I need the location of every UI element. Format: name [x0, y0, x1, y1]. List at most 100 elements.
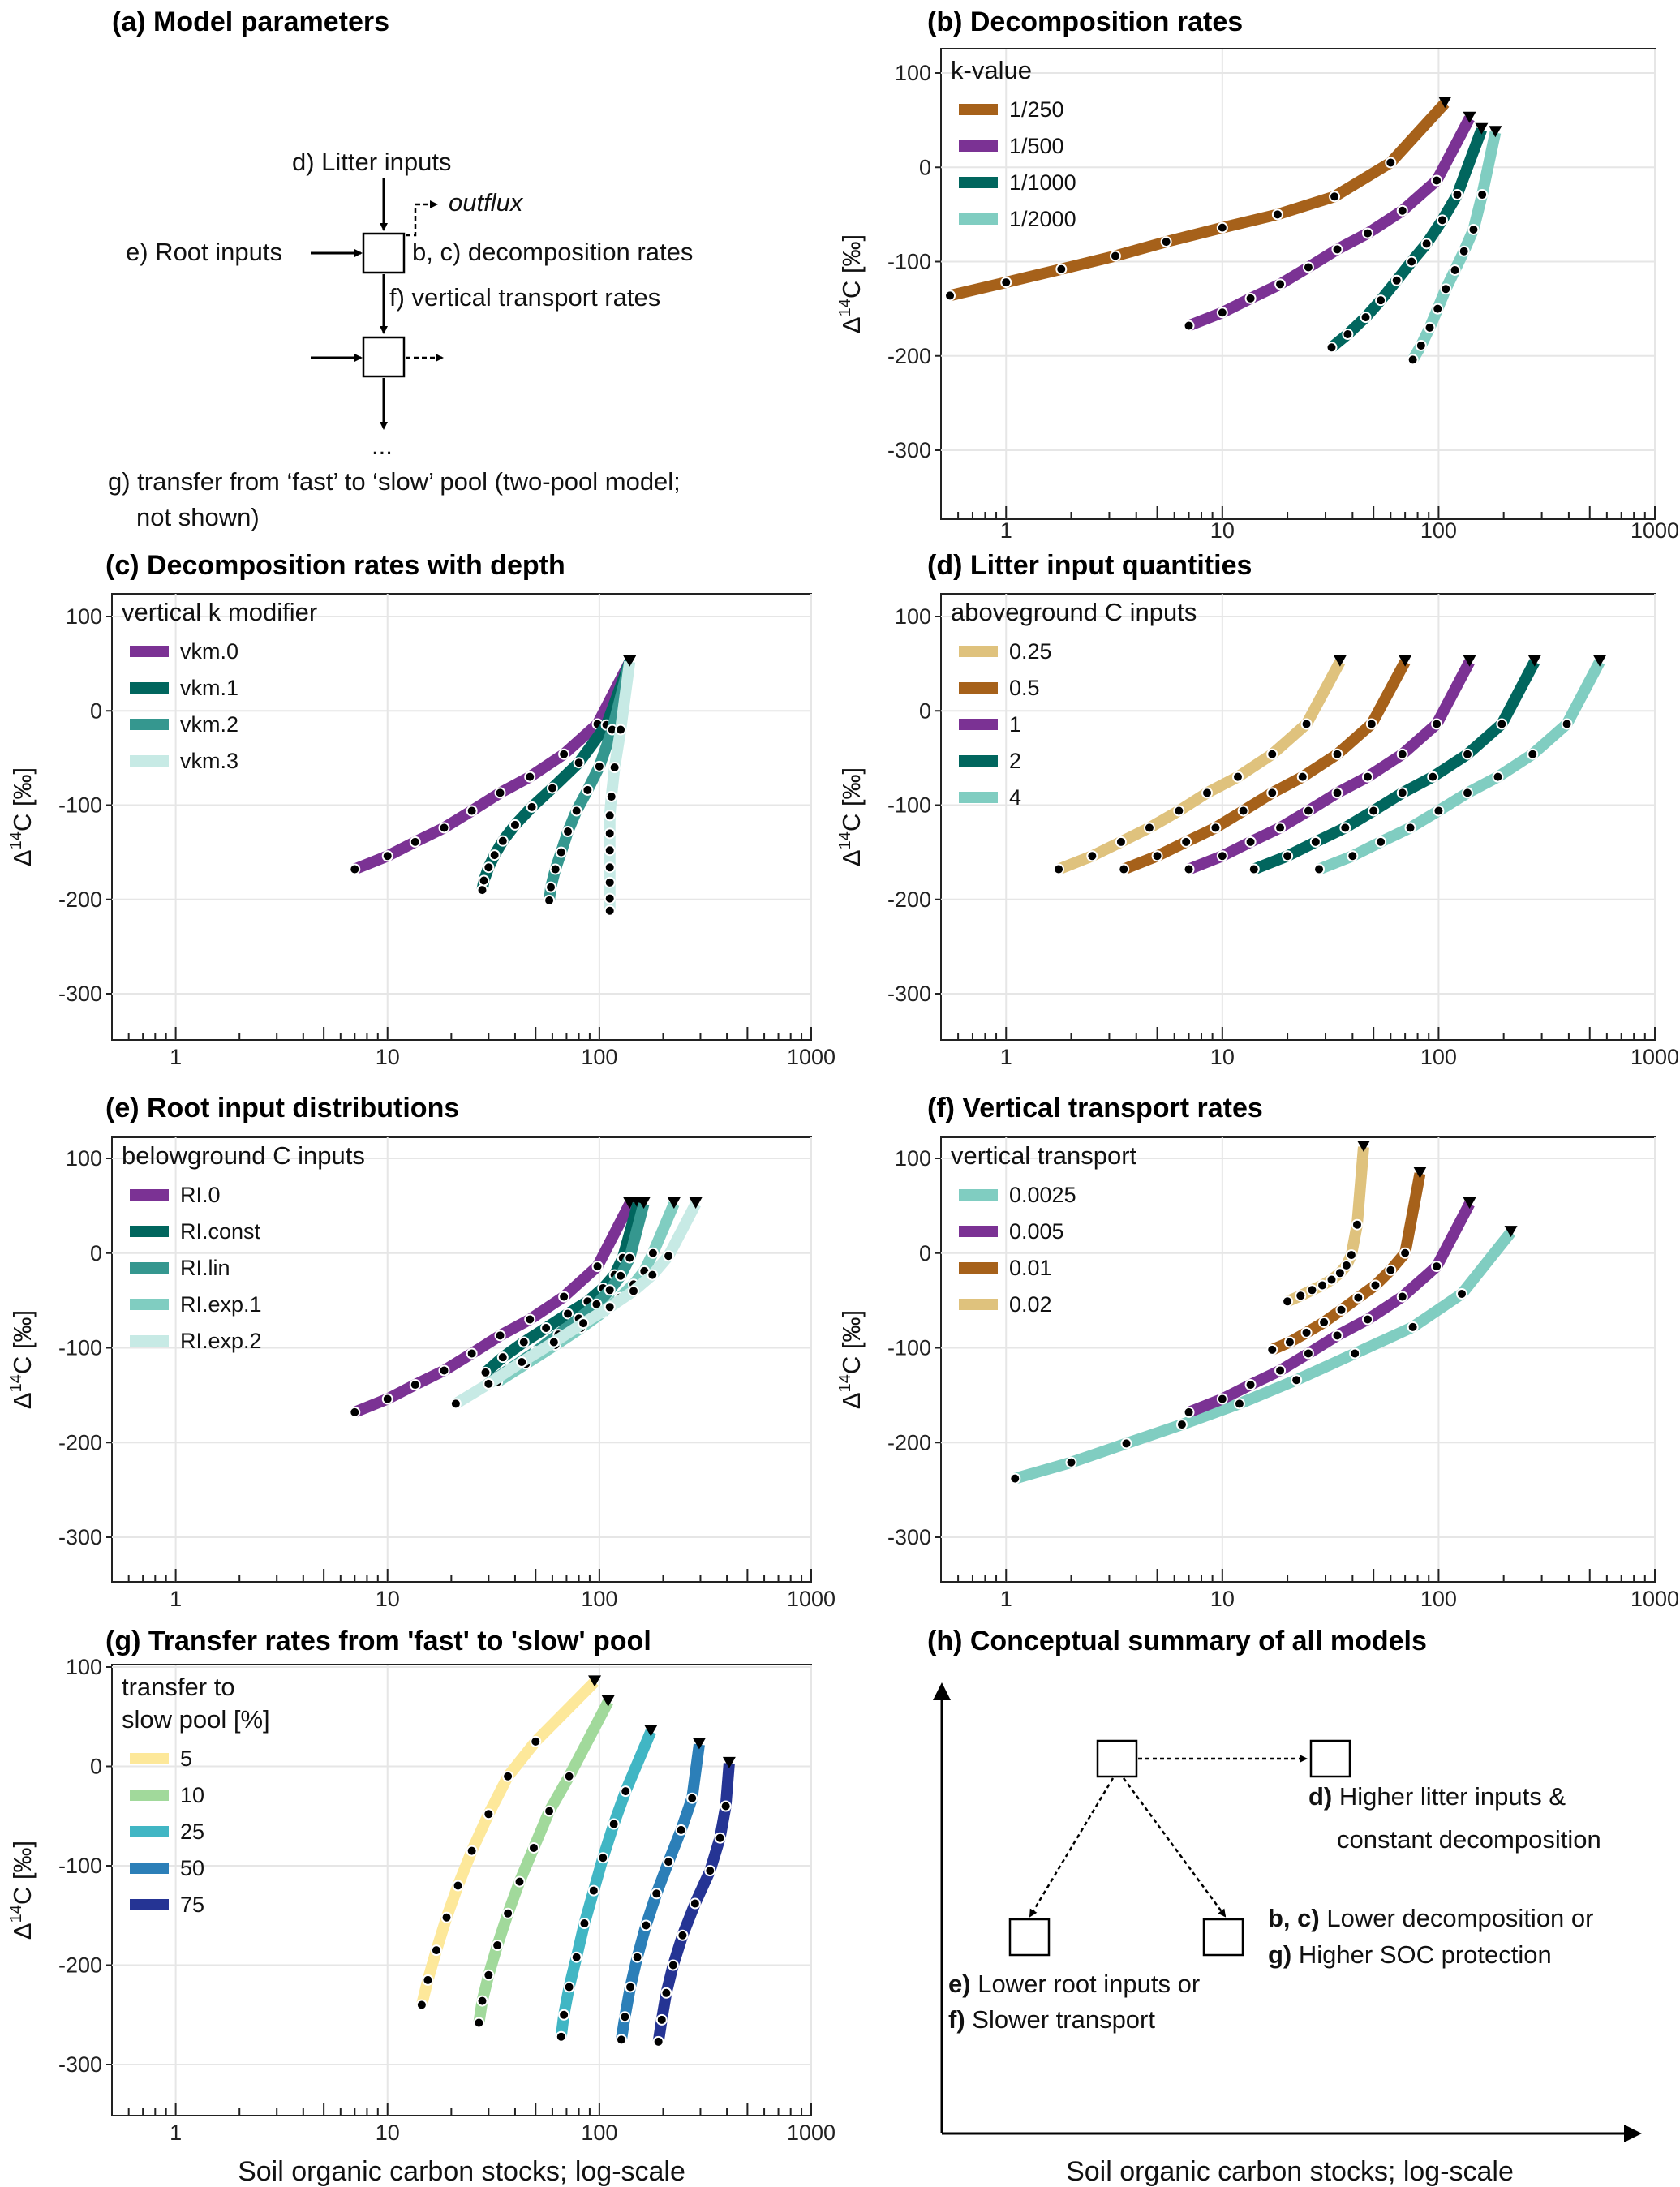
legend-item: 0.005 — [1009, 1219, 1064, 1244]
surface-point-marker — [588, 1675, 602, 1687]
y-tick-label: -300 — [887, 438, 931, 462]
series-line-1/1000 — [1328, 127, 1487, 352]
data-point — [714, 1832, 726, 1844]
summary-g: g) Higher SOC protection — [1268, 1940, 1552, 1969]
x-tick-label: 100 — [1420, 1045, 1457, 1069]
data-point — [516, 1356, 528, 1368]
data-point — [1210, 822, 1222, 834]
data-point — [1396, 748, 1408, 760]
data-point — [422, 1974, 434, 1986]
x-tick-label: 1 — [1000, 1587, 1012, 1611]
data-point — [1302, 805, 1314, 817]
data-point — [1115, 836, 1127, 848]
y-tick-label: -300 — [58, 1525, 102, 1549]
data-point — [1407, 1321, 1419, 1333]
data-point — [1362, 227, 1374, 239]
outflux-label: outflux — [449, 188, 524, 217]
data-point — [1385, 157, 1397, 169]
data-point — [526, 801, 538, 813]
x-tick-label: 10 — [376, 1587, 400, 1611]
data-point — [1300, 718, 1313, 730]
data-point — [558, 1291, 570, 1303]
panel-d-title: (d) Litter input quantities — [927, 550, 1252, 581]
data-point — [1216, 221, 1228, 234]
data-point — [615, 2034, 627, 2046]
panel-h-title: (h) Conceptual summary of all models — [927, 1626, 1427, 1656]
data-point — [1406, 256, 1418, 268]
summary-f: f) Slower transport — [948, 2005, 1155, 2034]
data-point — [944, 290, 956, 302]
data-point — [1274, 1364, 1287, 1377]
data-point — [438, 1364, 450, 1377]
panel-e-title: (e) Root input distributions — [105, 1093, 459, 1124]
x-tick-label: 100 — [581, 1587, 617, 1611]
surface-point-marker — [722, 1756, 736, 1768]
data-point — [509, 819, 521, 831]
surface-point-marker — [692, 1738, 706, 1750]
data-point — [1302, 1347, 1314, 1360]
data-point — [409, 836, 421, 848]
data-point — [1331, 748, 1343, 760]
data-point — [1362, 1313, 1374, 1326]
series-line-vkm.2 — [544, 660, 635, 901]
data-point — [593, 760, 605, 772]
legend-title: belowground C inputs — [122, 1141, 365, 1170]
legend-swatch — [130, 1189, 169, 1201]
surface-point-marker — [1593, 655, 1607, 667]
data-point — [720, 1800, 732, 1812]
legend-swatch — [959, 792, 998, 803]
panel-g-chart: (g) Transfer rates from 'fast' to 'slow'… — [7, 1626, 836, 2187]
decomposition-label: b, c) decomposition rates — [412, 238, 693, 266]
y-axis-label: Δ14C [‰] — [7, 1841, 37, 1940]
data-point — [483, 1808, 495, 1820]
legend-item: 75 — [180, 1893, 204, 1917]
y-tick-label: 0 — [919, 698, 931, 723]
series-line-1/250 — [948, 99, 1450, 302]
data-point — [527, 1841, 539, 1854]
legend-title: aboveground C inputs — [951, 598, 1197, 626]
data-point — [604, 827, 616, 840]
data-point — [1326, 342, 1338, 354]
data-point — [1396, 1291, 1408, 1303]
data-point — [483, 861, 495, 874]
data-point — [1055, 263, 1068, 275]
legend-swatch — [959, 1299, 998, 1310]
data-point — [530, 1735, 542, 1747]
data-point — [1368, 805, 1380, 817]
data-point — [492, 1940, 504, 1951]
data-point — [620, 1785, 632, 1798]
surface-point-marker — [623, 1197, 637, 1210]
series-line-RI.const — [481, 1202, 644, 1377]
x-tick-label: 10 — [1210, 1045, 1235, 1069]
series-line-2 — [1252, 659, 1540, 875]
summary-bc: b, c) Lower decomposition or — [1268, 1904, 1593, 1932]
data-point — [1151, 850, 1163, 862]
data-point — [479, 1366, 492, 1378]
data-point — [349, 1406, 361, 1418]
legend-item: 0.01 — [1009, 1256, 1052, 1280]
data-point — [1282, 850, 1294, 862]
data-point — [573, 757, 585, 769]
y-tick-label: -100 — [58, 1854, 102, 1878]
legend-item: vkm.0 — [180, 639, 238, 664]
legend-swatch — [959, 213, 998, 225]
surface-point-marker — [1489, 126, 1502, 138]
y-tick-label: 100 — [66, 1655, 102, 1679]
data-point — [624, 1252, 636, 1264]
data-point — [652, 2035, 664, 2047]
legend-swatch — [959, 140, 998, 152]
root-inputs-label: e) Root inputs — [126, 238, 282, 266]
summary-d-line2: constant decomposition — [1337, 1825, 1601, 1854]
x-tick-label: 100 — [581, 2120, 617, 2145]
surface-point-marker — [637, 1197, 651, 1210]
data-point — [1009, 1472, 1021, 1484]
data-point — [488, 849, 501, 861]
data-point — [608, 1818, 620, 1830]
data-point — [1415, 339, 1427, 351]
data-point — [677, 1929, 689, 1941]
y-tick-label: -300 — [58, 982, 102, 1006]
data-point — [466, 1347, 478, 1360]
transport-label: f) vertical transport rates — [389, 283, 660, 312]
legend-swatch — [130, 1335, 169, 1347]
